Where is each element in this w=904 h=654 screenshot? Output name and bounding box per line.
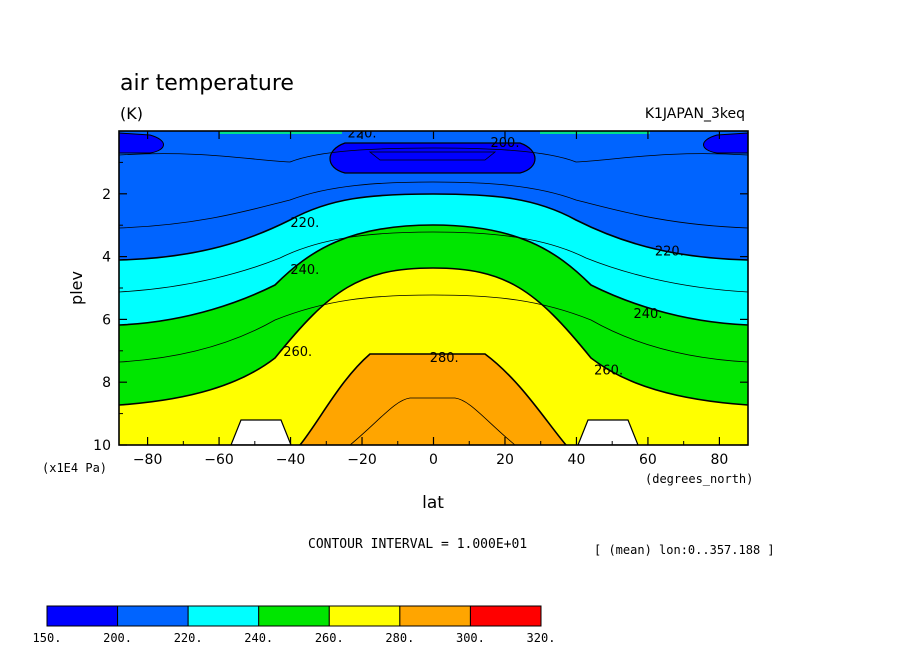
x-tick-label: 40 (568, 452, 586, 468)
y-tick-label: 8 (102, 375, 111, 391)
colorbar-swatch (469, 605, 542, 627)
chart-subtitle-units: (K) (120, 104, 143, 123)
colorbar-level-label: 200. (103, 631, 132, 645)
colorbar-level-label: 260. (315, 631, 344, 645)
y-axis: 2 4 6 8 10 (93, 161, 748, 454)
contour-plot: 220.200.220.220.240.240.260. 280.260. (119, 131, 748, 445)
corner-blob-right (703, 132, 748, 154)
colorbar-level-label: 240. (244, 631, 273, 645)
x-tick-label: 20 (496, 452, 514, 468)
chart-title: air temperature (120, 71, 294, 96)
topography-left (230, 419, 292, 445)
colorbar-swatch (46, 605, 119, 627)
colorbar-swatch (399, 605, 471, 627)
x-tick-label: 0 (429, 452, 438, 468)
contour-label: 240. (290, 263, 319, 278)
top-band-220 (219, 131, 342, 134)
x-axis: −80 −60 −40 −20 0 20 40 60 80 (133, 131, 728, 468)
major-contours (119, 193, 748, 445)
colorbar-swatch (117, 605, 189, 627)
colorbar-level-label: 150. (33, 631, 62, 645)
colorbar-level-label: 300. (456, 631, 485, 645)
contour-interval-note: CONTOUR INTERVAL = 1.000E+01 (308, 537, 527, 552)
colorbar-level-label: 280. (385, 631, 414, 645)
contour-label: 280. (430, 351, 459, 366)
contour-label: 260. (594, 364, 623, 379)
x-axis-label: lat (422, 493, 444, 513)
y-tick-label: 4 (102, 250, 111, 266)
band-280-300 (300, 354, 566, 445)
x-tick-label: −60 (204, 452, 234, 468)
x-tick-label: 80 (710, 452, 728, 468)
colorbar-level-label: 320. (527, 631, 556, 645)
colorbar-swatch (258, 605, 330, 627)
contour-label: 260. (283, 345, 312, 360)
y-tick-label: 2 (102, 187, 111, 203)
x-tick-label: −40 (276, 452, 306, 468)
colorbar-swatch (328, 605, 401, 627)
contour-label: 220. (290, 216, 319, 231)
y-tick-label: 6 (102, 312, 111, 328)
top-band-220-right (540, 131, 650, 134)
x-tick-label: −80 (133, 452, 163, 468)
x-tick-label: −20 (347, 452, 377, 468)
contour-label: 240. (633, 307, 662, 322)
experiment-label: K1JAPAN_3keq (645, 106, 745, 122)
x-axis-units: (degrees_north) (645, 472, 753, 486)
contour-label: 220. (655, 244, 684, 259)
corner-blob-left (119, 132, 164, 154)
colorbar: 150. 200. 220. 240. 260. 280. 300. 320. (33, 605, 556, 645)
mean-lon-note: [ (mean) lon:0..357.188 ] (594, 543, 775, 557)
colorbar-level-label: 220. (174, 631, 203, 645)
minor-contours (119, 147, 748, 445)
x-tick-label: 60 (639, 452, 657, 468)
y-tick-label: 10 (93, 438, 111, 454)
topography-right (577, 419, 639, 445)
y-axis-label: plev (67, 271, 86, 305)
y-axis-units: (x1E4 Pa) (42, 461, 107, 475)
colorbar-swatch (187, 605, 260, 627)
contour-label: 200. (491, 136, 520, 151)
